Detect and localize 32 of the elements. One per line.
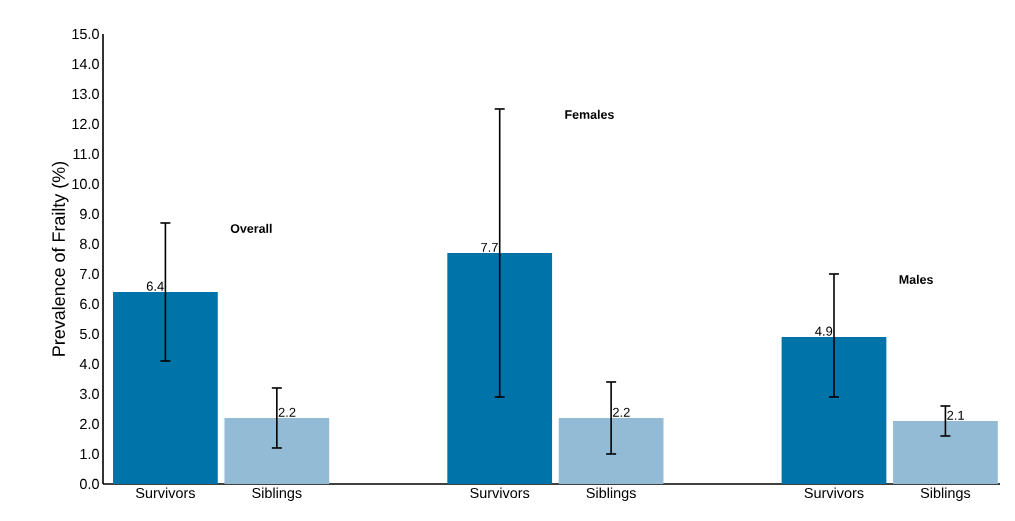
y-tick-label: 7.0 xyxy=(80,268,99,280)
y-tick-label: 8.0 xyxy=(80,238,99,250)
y-tick-label: 1.0 xyxy=(80,448,99,460)
data-label: 2.2 xyxy=(612,407,630,417)
y-tick-label: 13.0 xyxy=(72,88,99,100)
data-label: 6.4 xyxy=(146,281,164,291)
x-tick-label: Siblings xyxy=(920,487,971,501)
data-label: 2.2 xyxy=(278,407,296,417)
annotation: Overall xyxy=(230,223,272,233)
x-tick-label: Siblings xyxy=(586,487,636,501)
y-tick-label: 0.0 xyxy=(79,478,99,490)
y-tick-label: 10.0 xyxy=(72,178,99,190)
x-tick-label: Survivors xyxy=(804,487,864,499)
x-tick-label: Survivors xyxy=(470,487,530,499)
x-tick-label: Siblings xyxy=(252,487,302,501)
data-label: 2.1 xyxy=(947,410,964,420)
data-label: 7.7 xyxy=(481,242,498,252)
annotation: Females xyxy=(565,109,614,119)
annotation: Males xyxy=(899,274,933,284)
y-tick-label: 14.0 xyxy=(72,58,99,70)
y-tick-label: 12.0 xyxy=(72,118,99,130)
y-tick-label: 3.0 xyxy=(79,388,99,400)
y-tick-label: 5.0 xyxy=(79,328,99,340)
y-tick-label: 15.0 xyxy=(72,28,99,40)
y-tick-label: 2.0 xyxy=(80,418,99,430)
y-tick-label: 11.0 xyxy=(73,148,99,160)
x-tick-label: Survivors xyxy=(135,487,195,499)
y-tick-label: 6.0 xyxy=(80,298,99,310)
y-axis-title: Prevalence of Frailty (%) xyxy=(51,161,69,356)
data-label: 4.9 xyxy=(815,326,833,336)
y-tick-label: 4.0 xyxy=(79,358,99,370)
y-tick-label: 9.0 xyxy=(80,208,99,220)
